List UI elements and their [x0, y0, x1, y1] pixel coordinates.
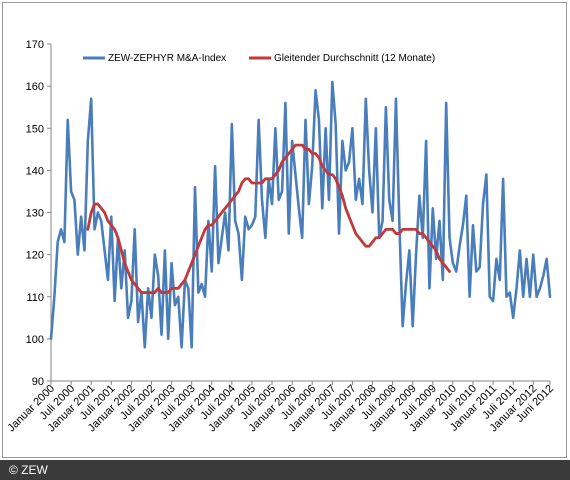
legend-label-moving-average: Gleitender Durchschnitt (12 Monate) [274, 53, 435, 64]
y-tick-label: 150 [26, 123, 44, 135]
series-line-moving-average [86, 143, 451, 294]
y-tick-label: 140 [26, 165, 44, 177]
chart-legend: ZEW-ZEPHYR M&A-Index Gleitender Durchsch… [83, 53, 435, 64]
series-line-index [49, 80, 552, 349]
footer-bar: © ZEW [0, 460, 570, 480]
chart-series [49, 80, 552, 349]
y-tick-label: 90 [32, 376, 44, 388]
y-tick-label: 170 [26, 39, 44, 51]
legend-label-index: ZEW-ZEPHYR M&A-Index [108, 53, 226, 64]
y-tick-label: 100 [26, 334, 44, 346]
y-tick-label: 160 [26, 81, 44, 93]
y-tick-label: 130 [26, 208, 44, 220]
y-tick-label: 120 [26, 250, 44, 262]
chart-frame: 90 100 110 120 130 140 150 160 170 Januar 2000 Jul… [2, 2, 567, 458]
y-tick-label: 110 [26, 292, 44, 304]
copyright-text: © ZEW [9, 463, 48, 477]
